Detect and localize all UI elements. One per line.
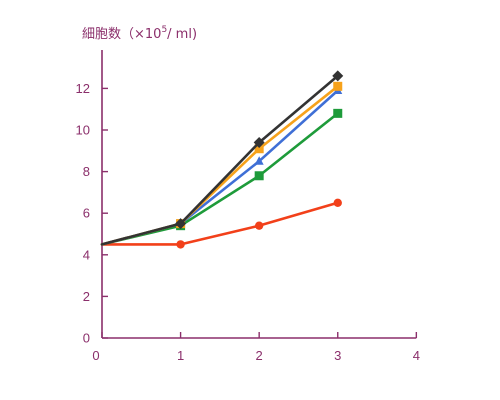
series-4 [100, 81, 343, 246]
series-layer [100, 70, 344, 249]
y-axis-title-main: 細胞数（×10 [82, 27, 161, 42]
data-point [175, 218, 187, 230]
y-tick-label: 4 [83, 247, 90, 262]
y-axis-title-unit: / ml) [167, 27, 197, 42]
x-tick-label: 2 [256, 348, 263, 363]
data-point [333, 81, 343, 91]
x-tick-label: 3 [334, 348, 341, 363]
series-5 [100, 70, 344, 246]
data-point [254, 171, 264, 181]
x-tick-label: 0 [92, 348, 99, 363]
x-tick-label: 1 [177, 348, 184, 363]
y-tick-label: 6 [83, 206, 90, 221]
series-line [100, 74, 340, 246]
data-point [254, 221, 264, 230]
series-3 [100, 85, 343, 246]
data-point [333, 198, 342, 207]
y-tick-label: 10 [76, 123, 90, 138]
series-1 [100, 198, 342, 249]
x-tick-label: 4 [413, 348, 420, 363]
data-point [254, 156, 264, 165]
y-tick-label: 12 [76, 81, 90, 96]
series-line [100, 201, 340, 246]
data-point [332, 70, 344, 82]
series-line [100, 112, 340, 246]
series-2 [100, 108, 343, 246]
y-tick-label: 0 [83, 331, 90, 346]
series-line [100, 85, 340, 246]
y-tick-label: 2 [83, 289, 90, 304]
data-point [333, 108, 343, 118]
data-point [254, 144, 264, 154]
data-point [253, 136, 265, 148]
y-axis-title: 細胞数（×105/ ml) [82, 25, 197, 42]
data-point [176, 240, 185, 249]
y-axis-title-exponent: 5 [161, 25, 167, 35]
y-tick-label: 8 [83, 164, 90, 179]
